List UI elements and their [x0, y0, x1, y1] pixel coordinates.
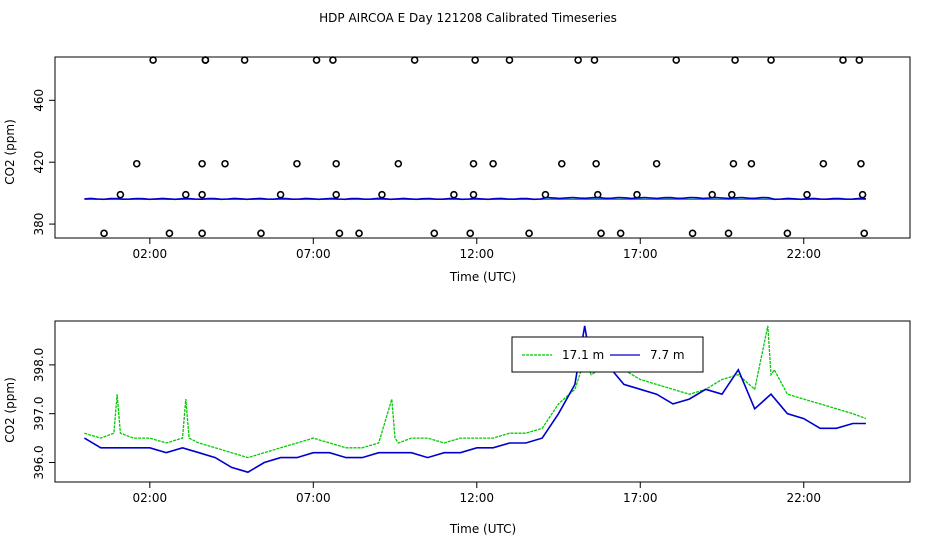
calibration-point	[616, 229, 625, 238]
x-tick-label: 07:00	[296, 491, 331, 505]
calibration-point	[201, 56, 210, 64]
legend: 17.1 m 7.7 m	[511, 336, 704, 373]
calibration-point	[430, 229, 439, 238]
calibration-point	[276, 190, 285, 199]
calibration-point	[469, 190, 478, 199]
calibration-point	[410, 56, 419, 64]
calibration-point	[839, 56, 847, 64]
x-tick-label: 17:00	[623, 491, 658, 505]
calibration-point	[724, 229, 733, 238]
calibration-point	[149, 56, 157, 64]
calibration-point	[329, 56, 337, 64]
legend-label-7m: 7.7 m	[650, 348, 685, 362]
baseline-7m-line	[84, 196, 866, 201]
bottom-y-ticks: 396.0 397.0 398.0	[32, 348, 55, 480]
calibration-point	[728, 190, 736, 199]
x-tick-label: 02:00	[133, 247, 168, 261]
bottom-series	[83, 325, 867, 474]
bottom-plot-frame	[54, 320, 911, 483]
calibration-point	[819, 159, 828, 168]
figure-title: HDP AIRCOA E Day 121208 Calibrated Times…	[319, 11, 617, 25]
calibration-point	[332, 190, 340, 199]
calibration-point	[803, 190, 811, 199]
calibration-point	[729, 159, 738, 168]
calibration-point	[378, 190, 386, 199]
calibration-point	[450, 190, 458, 199]
calibration-point	[471, 56, 479, 64]
calibration-point	[783, 229, 792, 238]
calibration-point	[590, 56, 599, 64]
x-tick-label: 12:00	[459, 491, 494, 505]
calibration-point	[489, 159, 497, 168]
calibration-point	[240, 56, 249, 64]
calibration-point	[672, 56, 681, 64]
y-tick-label: 398.0	[32, 348, 46, 382]
y-tick-label: 397.0	[32, 397, 46, 431]
x-tick-label: 12:00	[459, 247, 494, 261]
calibration-point	[466, 229, 475, 238]
series-7m-line	[83, 325, 866, 474]
top-y-axis-label: CO2 (ppm)	[3, 119, 17, 185]
calibration-point	[332, 159, 340, 168]
calibration-point	[198, 159, 206, 168]
y-tick-label: 460	[32, 89, 46, 112]
legend-label-17m: 17.1 m	[562, 348, 604, 362]
calibration-point	[525, 229, 533, 238]
x-tick-label: 17:00	[623, 247, 658, 261]
calibration-point	[221, 159, 229, 168]
calibration-point	[593, 190, 602, 199]
calibration-point	[855, 56, 864, 64]
x-tick-label: 02:00	[133, 491, 168, 505]
calibration-point	[257, 229, 265, 238]
y-tick-label: 396.0	[32, 445, 46, 479]
x-tick-label: 07:00	[296, 247, 331, 261]
calibration-point	[293, 159, 301, 168]
calibration-point	[708, 190, 716, 199]
calibration-point	[198, 190, 206, 199]
calibration-point	[597, 229, 605, 238]
top-plot-frame	[54, 56, 911, 239]
calibration-point	[312, 56, 321, 64]
calibration-point	[505, 56, 514, 64]
y-tick-label: 380	[32, 213, 46, 236]
calibration-point	[469, 159, 478, 168]
calibration-point	[100, 229, 108, 238]
calibration-point	[688, 229, 697, 238]
calibration-point	[355, 229, 363, 238]
x-tick-label: 22:00	[786, 247, 821, 261]
calibration-point	[116, 190, 125, 199]
bottom-panel: 02:00 07:00 12:00 17:00 22:00 396.0 397.0 398.…	[3, 320, 911, 536]
bottom-x-ticks: 02:00 07:00 12:00 17:00 22:00	[133, 482, 821, 505]
calibration-point	[557, 159, 566, 168]
top-x-ticks: 02:00 07:00 12:00 17:00 22:00	[133, 238, 821, 261]
calibration-point	[858, 190, 867, 199]
top-x-axis-label: Time (UTC)	[449, 270, 516, 284]
x-tick-label: 22:00	[786, 491, 821, 505]
calibration-point	[198, 229, 206, 238]
y-tick-label: 420	[32, 151, 46, 174]
top-baseline-lines	[84, 196, 866, 201]
calibration-point	[132, 159, 141, 168]
bottom-y-axis-label: CO2 (ppm)	[3, 377, 17, 443]
calibration-point	[592, 159, 600, 168]
calibration-point	[857, 159, 865, 168]
calibration-point	[165, 229, 174, 238]
calibration-point	[767, 56, 775, 64]
calibration-point	[181, 190, 190, 199]
calibration-point	[574, 56, 582, 64]
top-panel: 02:00 07:00 12:00 17:00 22:00 380 420 460 Time…	[3, 56, 911, 284]
calibration-point	[633, 190, 641, 199]
bottom-x-axis-label: Time (UTC)	[449, 522, 516, 536]
calibration-point	[394, 159, 403, 168]
top-calibration-points	[100, 56, 869, 238]
calibration-point	[747, 159, 756, 168]
series-17m-line	[84, 325, 867, 459]
calibration-point	[731, 56, 739, 64]
calibration-point	[652, 159, 661, 168]
top-y-ticks: 380 420 460	[32, 89, 55, 236]
calibration-point	[335, 229, 344, 238]
calibration-point	[860, 229, 869, 238]
